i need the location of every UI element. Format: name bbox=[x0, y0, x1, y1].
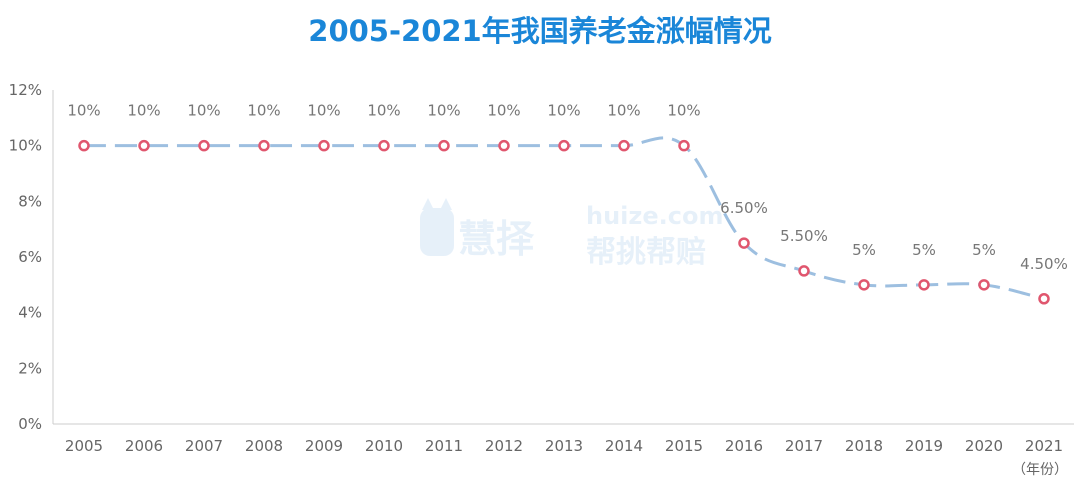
y-tick-label: 2% bbox=[18, 359, 42, 377]
x-tick-label: 2010 bbox=[365, 437, 403, 455]
data-label-2016: 6.50% bbox=[720, 199, 768, 217]
x-tick-label: 2020 bbox=[965, 437, 1003, 455]
watermark-domain: huize.com bbox=[586, 202, 723, 230]
data-point-2014 bbox=[618, 139, 630, 152]
data-point-2013 bbox=[558, 139, 570, 152]
data-label-2015: 10% bbox=[667, 102, 700, 120]
x-tick-label: 2019 bbox=[905, 437, 943, 455]
data-labels: 10% 10% 10% 10% 10% 10% 10% 10% 10% 10% 10% 6.50% 5.… bbox=[67, 102, 1068, 273]
data-point-2020 bbox=[978, 279, 990, 291]
y-tick-label: 6% bbox=[18, 248, 42, 266]
data-point-2008 bbox=[258, 139, 270, 152]
x-tick-label: 2007 bbox=[185, 437, 223, 455]
y-tick-label: 0% bbox=[18, 415, 42, 433]
watermark: 慧择 huize.com 帮挑帮赔 bbox=[420, 198, 723, 270]
data-label-2008: 10% bbox=[247, 102, 280, 120]
series-line bbox=[84, 136, 1045, 301]
data-label-2019: 5% bbox=[912, 241, 936, 259]
data-label-2017: 5.50% bbox=[780, 227, 828, 245]
data-point-2015 bbox=[678, 139, 690, 152]
x-axis-ticks: 2005 2006 2007 2008 2009 2010 2011 2012 2013 2014… bbox=[65, 437, 1063, 455]
data-point-2021 bbox=[1038, 293, 1050, 305]
data-label-2010: 10% bbox=[367, 102, 400, 120]
x-axis-unit-label: （年份） bbox=[1012, 462, 1068, 478]
x-tick-label: 2006 bbox=[125, 437, 163, 455]
data-label-2006: 10% bbox=[127, 102, 160, 120]
x-tick-label: 2013 bbox=[545, 437, 583, 455]
data-label-2013: 10% bbox=[547, 102, 580, 120]
watermark-slogan: 帮挑帮赔 bbox=[586, 235, 706, 270]
data-label-2012: 10% bbox=[487, 102, 520, 120]
data-label-2009: 10% bbox=[307, 102, 340, 120]
data-point-2006 bbox=[138, 139, 150, 152]
y-tick-label: 4% bbox=[18, 304, 42, 322]
x-tick-label: 2015 bbox=[665, 437, 703, 455]
x-tick-label: 2008 bbox=[245, 437, 283, 455]
watermark-brand: 慧择 bbox=[458, 217, 535, 261]
x-tick-label: 2011 bbox=[425, 437, 463, 455]
x-tick-label: 2014 bbox=[605, 437, 643, 455]
data-point-2010 bbox=[378, 139, 390, 152]
data-label-2007: 10% bbox=[187, 102, 220, 120]
y-axis-ticks: 0% 2% 4% 6% 8% 10% 12% bbox=[9, 81, 42, 433]
x-tick-label: 2018 bbox=[845, 437, 883, 455]
y-tick-label: 12% bbox=[9, 81, 42, 99]
x-tick-label: 2021 bbox=[1025, 437, 1063, 455]
data-point-2012 bbox=[498, 139, 510, 152]
data-label-2021: 4.50% bbox=[1020, 255, 1068, 273]
data-point-2009 bbox=[318, 139, 330, 152]
y-tick-label: 8% bbox=[18, 192, 42, 210]
data-point-2019 bbox=[918, 279, 930, 291]
mascot-icon bbox=[420, 198, 454, 256]
data-point-2018 bbox=[858, 279, 870, 291]
data-point-2007 bbox=[198, 139, 210, 152]
data-point-2005 bbox=[78, 139, 90, 152]
data-point-2011 bbox=[438, 139, 450, 152]
x-tick-label: 2017 bbox=[785, 437, 823, 455]
data-label-2020: 5% bbox=[972, 241, 996, 259]
data-label-2005: 10% bbox=[67, 102, 100, 120]
data-label-2018: 5% bbox=[852, 241, 876, 259]
data-point-2017 bbox=[798, 265, 810, 277]
x-tick-label: 2005 bbox=[65, 437, 103, 455]
data-label-2011: 10% bbox=[427, 102, 460, 120]
x-tick-label: 2009 bbox=[305, 437, 343, 455]
series-markers bbox=[78, 139, 1050, 305]
y-tick-label: 10% bbox=[9, 137, 42, 155]
chart-title: 2005-2021年我国养老金涨幅情况 bbox=[308, 14, 772, 48]
data-point-2016 bbox=[738, 237, 750, 249]
data-label-2014: 10% bbox=[607, 102, 640, 120]
x-tick-label: 2012 bbox=[485, 437, 523, 455]
x-tick-label: 2016 bbox=[725, 437, 763, 455]
